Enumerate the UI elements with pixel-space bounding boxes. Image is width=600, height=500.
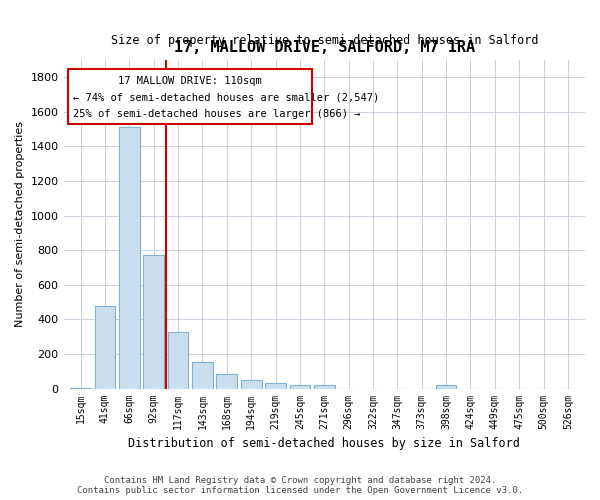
- Bar: [314, 385, 335, 388]
- Text: Contains HM Land Registry data © Crown copyright and database right 2024.
Contai: Contains HM Land Registry data © Crown c…: [77, 476, 523, 495]
- Text: 25% of semi-detached houses are larger (866) →: 25% of semi-detached houses are larger (…: [73, 109, 361, 119]
- Text: 17 MALLOW DRIVE: 110sqm: 17 MALLOW DRIVE: 110sqm: [118, 76, 262, 86]
- Text: ← 74% of semi-detached houses are smaller (2,547): ← 74% of semi-detached houses are smalle…: [73, 92, 380, 102]
- Bar: [241, 380, 262, 388]
- Text: Size of property relative to semi-detached houses in Salford: Size of property relative to semi-detach…: [110, 34, 538, 47]
- Title: 17, MALLOW DRIVE, SALFORD, M7 1RA: 17, MALLOW DRIVE, SALFORD, M7 1RA: [174, 40, 475, 54]
- X-axis label: Distribution of semi-detached houses by size in Salford: Distribution of semi-detached houses by …: [128, 437, 520, 450]
- Bar: [290, 385, 310, 388]
- Y-axis label: Number of semi-detached properties: Number of semi-detached properties: [15, 122, 25, 328]
- Bar: [119, 128, 140, 388]
- Bar: [265, 384, 286, 388]
- Bar: [217, 374, 237, 388]
- Bar: [143, 254, 164, 388]
- Bar: [168, 332, 188, 388]
- Bar: [192, 362, 213, 388]
- FancyBboxPatch shape: [68, 68, 312, 124]
- Bar: [95, 306, 115, 388]
- Bar: [436, 385, 457, 388]
